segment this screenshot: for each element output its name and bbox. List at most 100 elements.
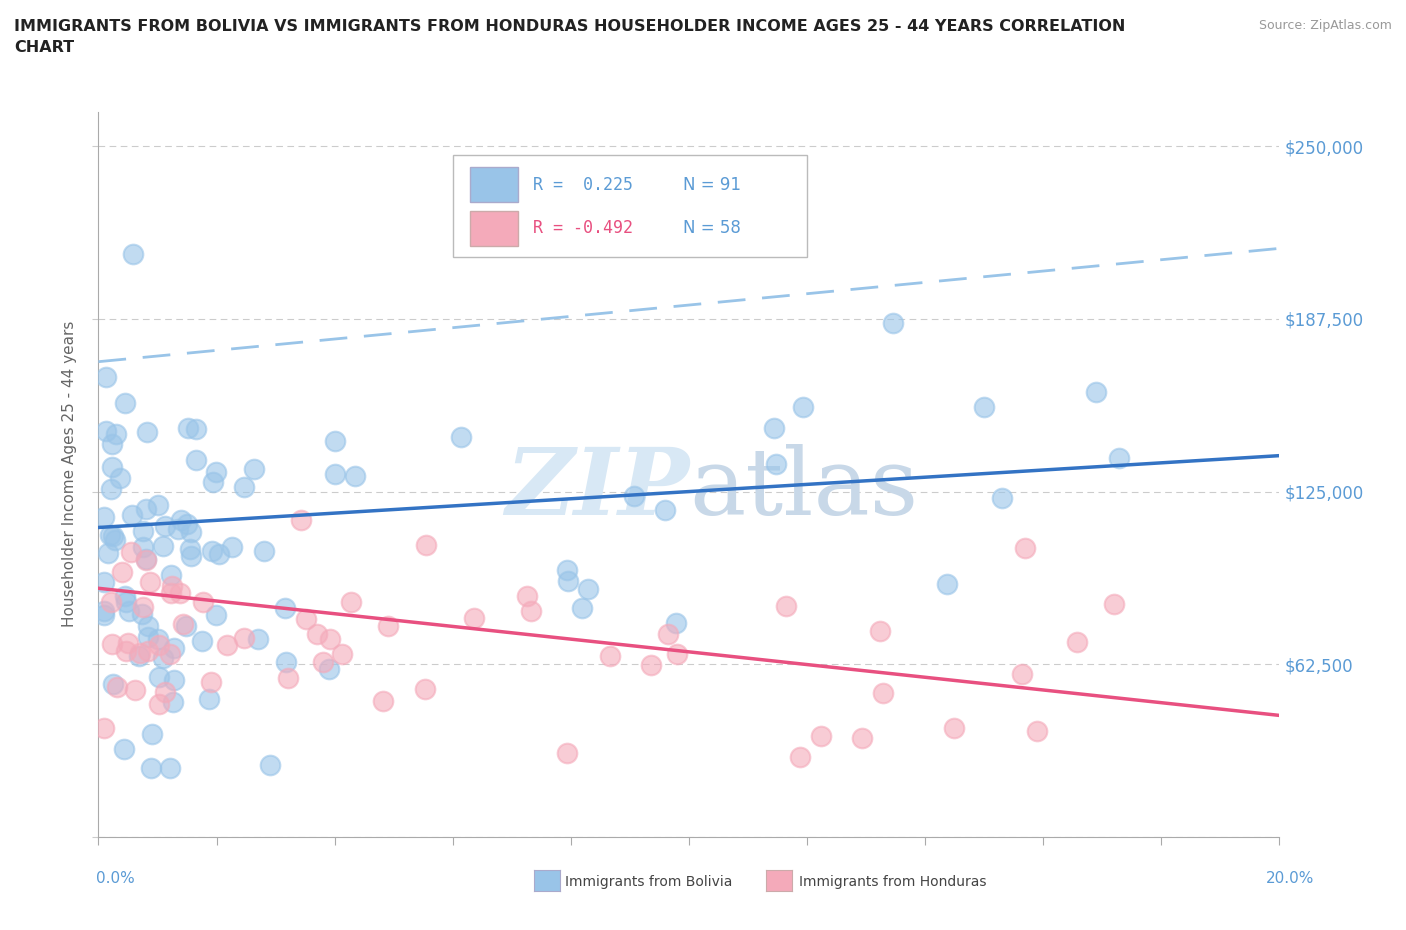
Point: [135, 552, 157, 567]
Point: [555, 563, 578, 578]
Point: [148, 670, 170, 684]
Point: [104, 427, 127, 442]
Point: [100, 482, 122, 497]
Point: [290, 512, 312, 527]
Point: [208, 546, 231, 561]
Point: [205, 464, 228, 479]
Point: [259, 758, 281, 773]
Point: [152, 650, 174, 665]
Point: [98, 528, 121, 543]
Point: [765, 457, 787, 472]
Point: [323, 434, 346, 449]
Point: [176, 517, 198, 532]
Text: atlas: atlas: [689, 444, 918, 534]
Point: [141, 726, 163, 741]
Point: [169, 585, 191, 600]
Point: [132, 540, 155, 555]
Text: N = 91: N = 91: [683, 176, 741, 193]
Point: [277, 671, 299, 685]
Point: [117, 635, 139, 650]
Point: [233, 631, 256, 645]
Point: [450, 430, 472, 445]
Point: [114, 588, 136, 603]
Point: [1025, 724, 1047, 738]
Point: [159, 646, 181, 661]
Point: [146, 498, 169, 512]
Point: [174, 619, 197, 634]
Point: [93, 604, 115, 618]
Point: [973, 400, 995, 415]
Text: 0.0%: 0.0%: [96, 871, 135, 886]
Point: [215, 638, 238, 653]
Point: [415, 538, 437, 552]
Point: [120, 544, 142, 559]
Point: [810, 729, 832, 744]
Text: Immigrants from Honduras: Immigrants from Honduras: [799, 874, 986, 889]
Text: 20.0%: 20.0%: [1267, 871, 1315, 886]
Point: [111, 565, 134, 579]
Point: [665, 615, 688, 630]
Point: [186, 422, 208, 437]
Point: [762, 420, 785, 435]
Point: [93, 721, 115, 736]
Point: [101, 528, 124, 543]
Point: [943, 721, 966, 736]
Point: [555, 746, 578, 761]
Point: [789, 750, 811, 764]
Point: [191, 633, 214, 648]
Point: [115, 594, 138, 609]
Point: [276, 654, 298, 669]
Point: [135, 551, 157, 566]
Point: [936, 577, 959, 591]
Point: [463, 610, 485, 625]
Point: [792, 400, 814, 415]
Point: [775, 599, 797, 614]
Point: [148, 638, 170, 653]
Point: [159, 761, 181, 776]
Point: [180, 525, 202, 539]
Y-axis label: Householder Income Ages 25 - 44 years: Householder Income Ages 25 - 44 years: [62, 321, 77, 628]
Point: [167, 522, 190, 537]
Point: [253, 543, 276, 558]
Point: [576, 582, 599, 597]
Point: [180, 549, 202, 564]
Point: [851, 731, 873, 746]
Point: [247, 631, 270, 646]
Bar: [471, 211, 517, 246]
Point: [323, 467, 346, 482]
Point: [135, 502, 157, 517]
Point: [136, 644, 159, 658]
Point: [108, 471, 131, 485]
Point: [330, 646, 353, 661]
Point: [184, 452, 207, 467]
Point: [146, 631, 169, 646]
Point: [115, 644, 138, 658]
Point: [104, 533, 127, 548]
Point: [93, 607, 115, 622]
Text: ZIP: ZIP: [505, 444, 689, 534]
Point: [124, 683, 146, 698]
Point: [205, 607, 228, 622]
Point: [200, 674, 222, 689]
Point: [97, 546, 120, 561]
Point: [201, 474, 224, 489]
Point: [872, 685, 894, 700]
Point: [1011, 667, 1033, 682]
Point: [571, 601, 593, 616]
Point: [172, 617, 194, 631]
Point: [640, 658, 662, 673]
Point: [100, 437, 122, 452]
Point: [1102, 597, 1125, 612]
Point: [198, 692, 221, 707]
Point: [882, 315, 904, 330]
Text: N = 58: N = 58: [683, 219, 741, 237]
Point: [118, 604, 141, 618]
Point: [153, 684, 176, 699]
Point: [101, 636, 124, 651]
Point: [312, 655, 335, 670]
Point: [1108, 450, 1130, 465]
Text: R = -0.492: R = -0.492: [533, 219, 633, 237]
Point: [131, 606, 153, 621]
Point: [105, 680, 128, 695]
Point: [101, 676, 124, 691]
